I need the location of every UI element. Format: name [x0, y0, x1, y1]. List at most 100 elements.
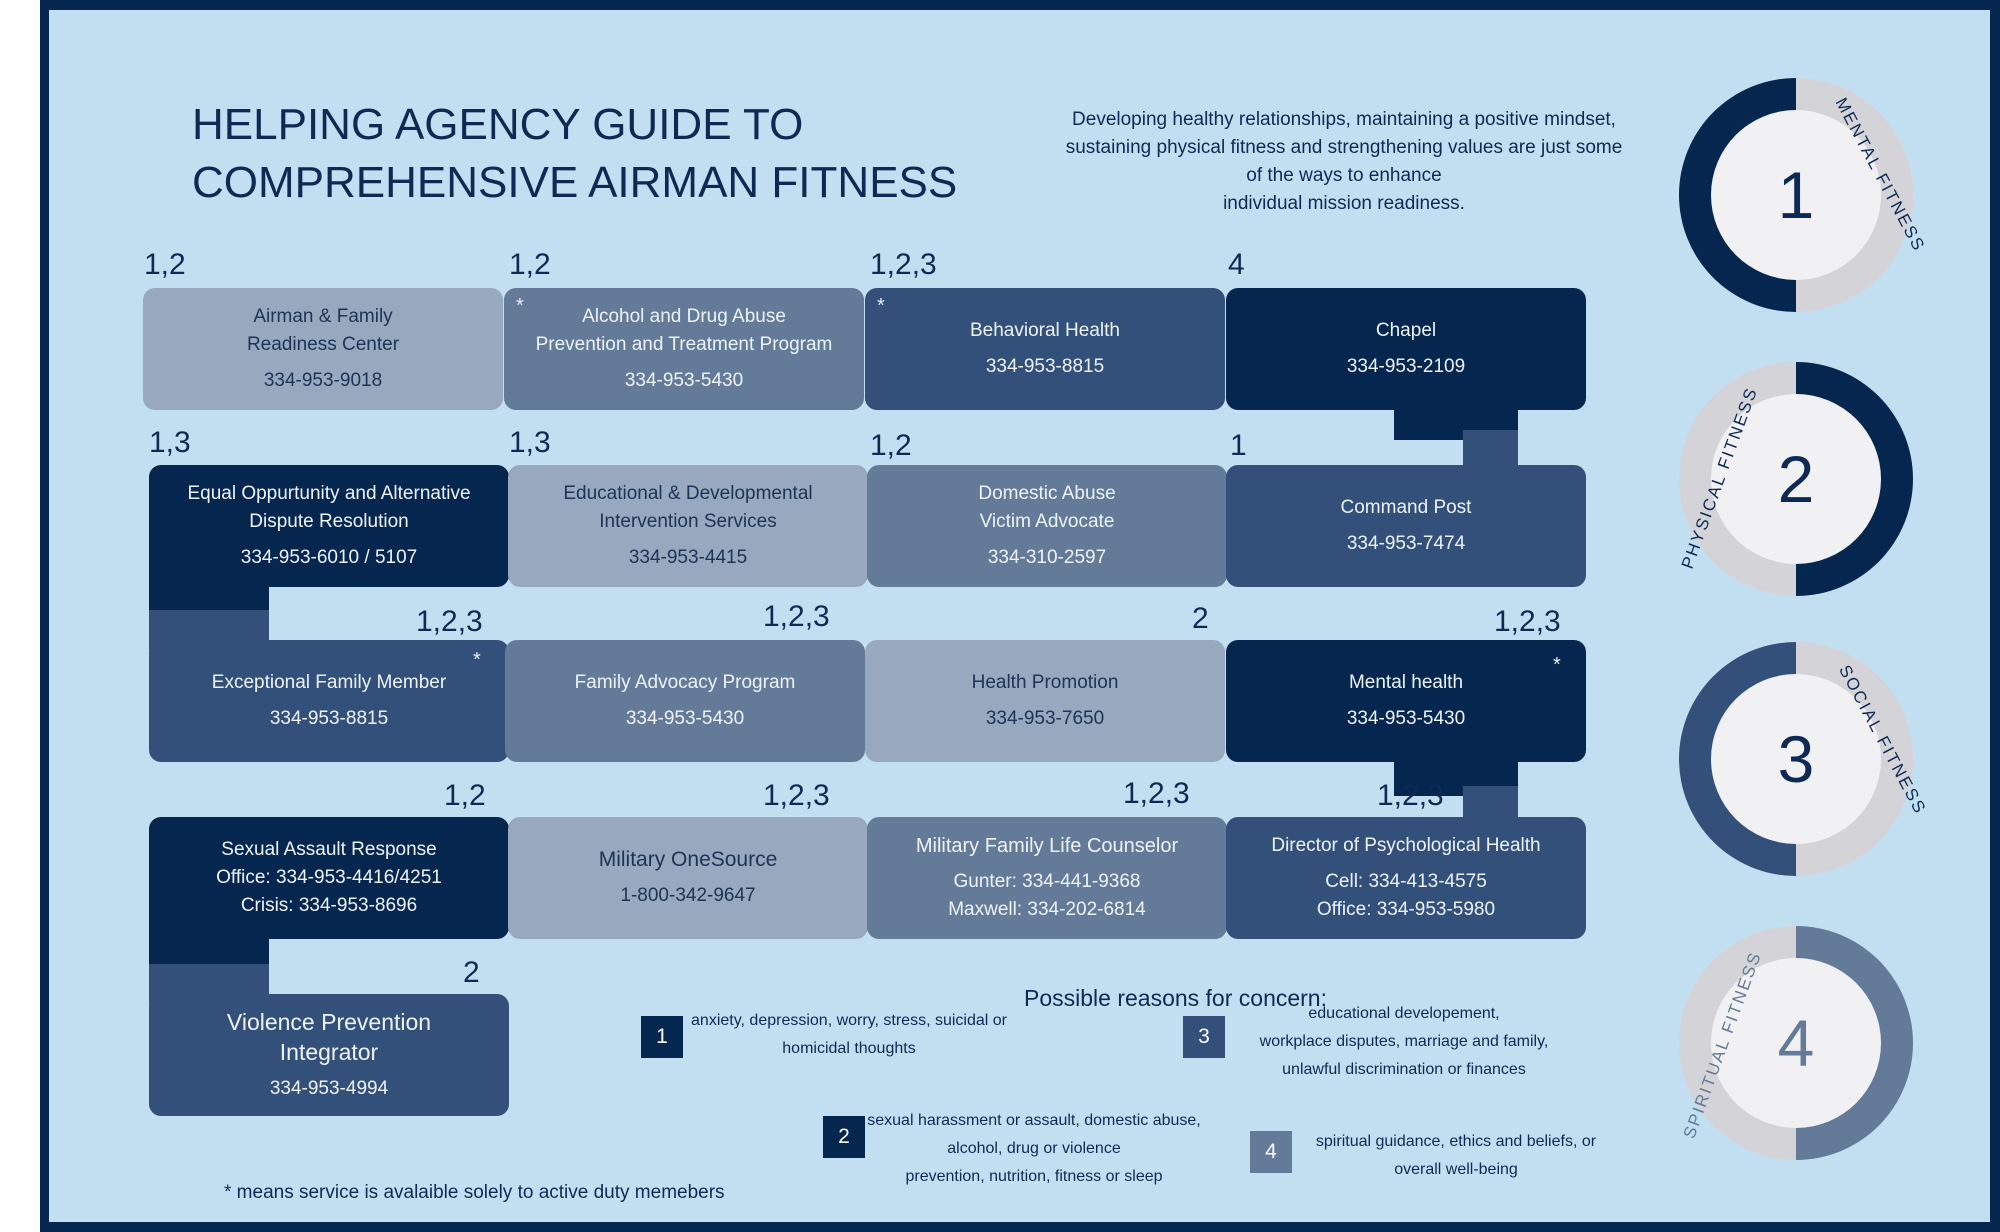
agency-tile[interactable]: Director of Psychological Health Cell: 3…	[1226, 817, 1586, 939]
agency-tile[interactable]: Sexual Assault Response Office: 334-953-…	[149, 817, 509, 939]
agency-name: Sexual Assault Response	[221, 839, 437, 860]
fitness-codes-label: 1,2	[144, 248, 186, 281]
fitness-ring: 2	[1679, 362, 1913, 596]
page-title: HELPING AGENCY GUIDE TO COMPREHENSIVE AI…	[192, 96, 957, 212]
command-post-connector	[1463, 430, 1518, 470]
agency-name: Health Promotion	[971, 672, 1119, 693]
agency-tile[interactable]: Airman & Family Readiness Center 334-953…	[143, 288, 503, 410]
intro-line: individual mission readiness.	[1223, 193, 1465, 214]
reason-line: unlawful discrimination or finances	[1282, 1061, 1526, 1078]
active-duty-marker: *	[1553, 654, 1561, 676]
fitness-codes-label: 2	[463, 956, 480, 989]
agency-name: Mental health	[1348, 672, 1464, 693]
agency-tile[interactable]: Exceptional Family Member 334-953-8815	[149, 640, 509, 762]
title-line-1: HELPING AGENCY GUIDE TO	[192, 100, 804, 149]
agency-tile[interactable]: Domestic Abuse Victim Advocate 334-310-2…	[867, 465, 1227, 587]
reason-number-box: 2	[823, 1116, 865, 1158]
agency-phone: Office: 334-953-4416/4251	[216, 867, 442, 888]
agency-tile[interactable]: Equal Oppurtunity and Alternative Disput…	[149, 465, 509, 587]
agency-name: Behavioral Health	[970, 320, 1120, 341]
agency-name: Domestic Abuse	[978, 483, 1116, 504]
ring-number: 1	[1711, 110, 1881, 280]
agency-phone: Maxwell: 334-202-6814	[948, 899, 1146, 920]
agency-tile[interactable]: Alcohol and Drug Abuse Prevention and Tr…	[504, 288, 864, 410]
reason-line: sexual harassment or assault, domestic a…	[867, 1112, 1201, 1129]
agency-tile[interactable]: Military Family Life Counselor Gunter: 3…	[867, 817, 1227, 939]
active-duty-marker: *	[516, 295, 524, 317]
intro-line: of the ways to enhance	[1246, 165, 1442, 186]
fitness-codes-label: 1,2	[870, 429, 912, 462]
agency-tile[interactable]: Educational & Developmental Intervention…	[508, 465, 868, 587]
agency-phone: 334-953-4994	[269, 1078, 389, 1099]
fitness-codes-label: 1,2	[444, 779, 486, 812]
fitness-codes-label: 1,2	[509, 248, 551, 281]
reason-line: anxiety, depression, worry, stress, suic…	[691, 1012, 1007, 1029]
ring-number: 3	[1711, 674, 1881, 844]
agency-phone: 334-953-8815	[269, 708, 389, 729]
reason-number-box: 3	[1183, 1016, 1225, 1058]
agency-phone: 334-953-4415	[628, 547, 748, 568]
agency-tile[interactable]: Behavioral Health 334-953-8815	[865, 288, 1225, 410]
reason-line: spiritual guidance, ethics and beliefs, …	[1315, 1133, 1597, 1150]
agency-tile[interactable]: Violence Prevention Integrator 334-953-4…	[149, 994, 509, 1116]
reason-line: alcohol, drug or violence	[947, 1140, 1121, 1157]
agency-tile[interactable]: Family Advocacy Program 334-953-5430	[505, 640, 865, 762]
agency-phone: 334-310-2597	[987, 547, 1107, 568]
agency-name: Victim Advocate	[979, 511, 1115, 532]
agency-phone: 334-953-2109	[1346, 356, 1466, 377]
fitness-codes-label: 1,2,3	[1494, 605, 1561, 638]
agency-name: Violence Prevention	[226, 1009, 432, 1035]
reason-text: anxiety, depression, worry, stress, suic…	[689, 1007, 1009, 1063]
agency-phone: 334-953-6010 / 5107	[240, 547, 418, 568]
agency-phone: Crisis: 334-953-8696	[240, 895, 418, 916]
agency-phone: 334-953-8815	[985, 356, 1105, 377]
agency-tile[interactable]: Mental health 334-953-5430	[1226, 640, 1586, 762]
agency-name: Family Advocacy Program	[574, 672, 796, 693]
active-duty-marker: *	[877, 295, 885, 317]
reason-line: prevention, nutrition, fitness or sleep	[905, 1168, 1163, 1185]
agency-phone: 334-953-5430	[1346, 708, 1466, 729]
legend-title: Possible reasons for concern:	[1024, 985, 1327, 1011]
fitness-codes-label: 1,2,3	[1123, 777, 1190, 810]
agency-name: Chapel	[1375, 320, 1437, 341]
title-line-2: COMPREHENSIVE AIRMAN FITNESS	[192, 158, 958, 207]
fitness-codes-label: 1,2,3	[1377, 779, 1444, 812]
agency-phone: Office: 334-953-5980	[1316, 899, 1496, 920]
agency-tile[interactable]: Command Post 334-953-7474	[1226, 465, 1586, 587]
agency-name: Alcohol and Drug Abuse	[582, 306, 786, 327]
agency-name: Prevention and Treatment Program	[535, 334, 833, 355]
ring-number: 2	[1711, 394, 1881, 564]
agency-tile[interactable]: Military OneSource 1-800-342-9647	[508, 817, 868, 939]
reason-text: spiritual guidance, ethics and beliefs, …	[1301, 1128, 1611, 1184]
fitness-codes-label: 1,3	[149, 426, 191, 459]
active-duty-marker: *	[473, 649, 481, 671]
agency-name: Airman & Family	[253, 306, 393, 327]
agency-name: Military OneSource	[598, 848, 778, 871]
agency-name: Readiness Center	[246, 334, 400, 355]
intro-line: Developing healthy relationships, mainta…	[1072, 109, 1616, 130]
fitness-codes-label: 1	[1230, 429, 1247, 462]
fitness-codes-label: 1,2,3	[870, 248, 937, 281]
intro-line: sustaining physical fitness and strength…	[1065, 137, 1623, 158]
agency-name: Intervention Services	[599, 511, 777, 532]
agency-phone: 334-953-7474	[1346, 533, 1466, 554]
fitness-codes-label: 1,2,3	[763, 600, 830, 633]
fitness-codes-label: 4	[1228, 248, 1245, 281]
intro-text: Developing healthy relationships, mainta…	[1039, 106, 1649, 218]
agency-name: Command Post	[1340, 497, 1472, 518]
fitness-codes-label: 1,3	[509, 426, 551, 459]
agency-name: Military Family Life Counselor	[915, 835, 1179, 857]
fitness-codes-label: 1,2,3	[416, 605, 483, 638]
agency-tile[interactable]: Chapel 334-953-2109	[1226, 288, 1586, 410]
agency-phone: 334-953-5430	[625, 708, 745, 729]
reason-text: educational developement, workplace disp…	[1239, 1000, 1569, 1084]
reason-text: sexual harassment or assault, domestic a…	[864, 1107, 1204, 1191]
agency-phone: 334-953-7650	[985, 708, 1105, 729]
agency-tile[interactable]: Health Promotion 334-953-7650	[865, 640, 1225, 762]
agency-name: Director of Psychological Health	[1271, 835, 1541, 856]
agency-phone: 334-953-5430	[624, 370, 744, 391]
reason-line: homicidal thoughts	[782, 1040, 916, 1057]
agency-name: Exceptional Family Member	[211, 672, 447, 693]
agency-name: Integrator	[279, 1039, 379, 1065]
fitness-ring: 4	[1679, 926, 1913, 1160]
